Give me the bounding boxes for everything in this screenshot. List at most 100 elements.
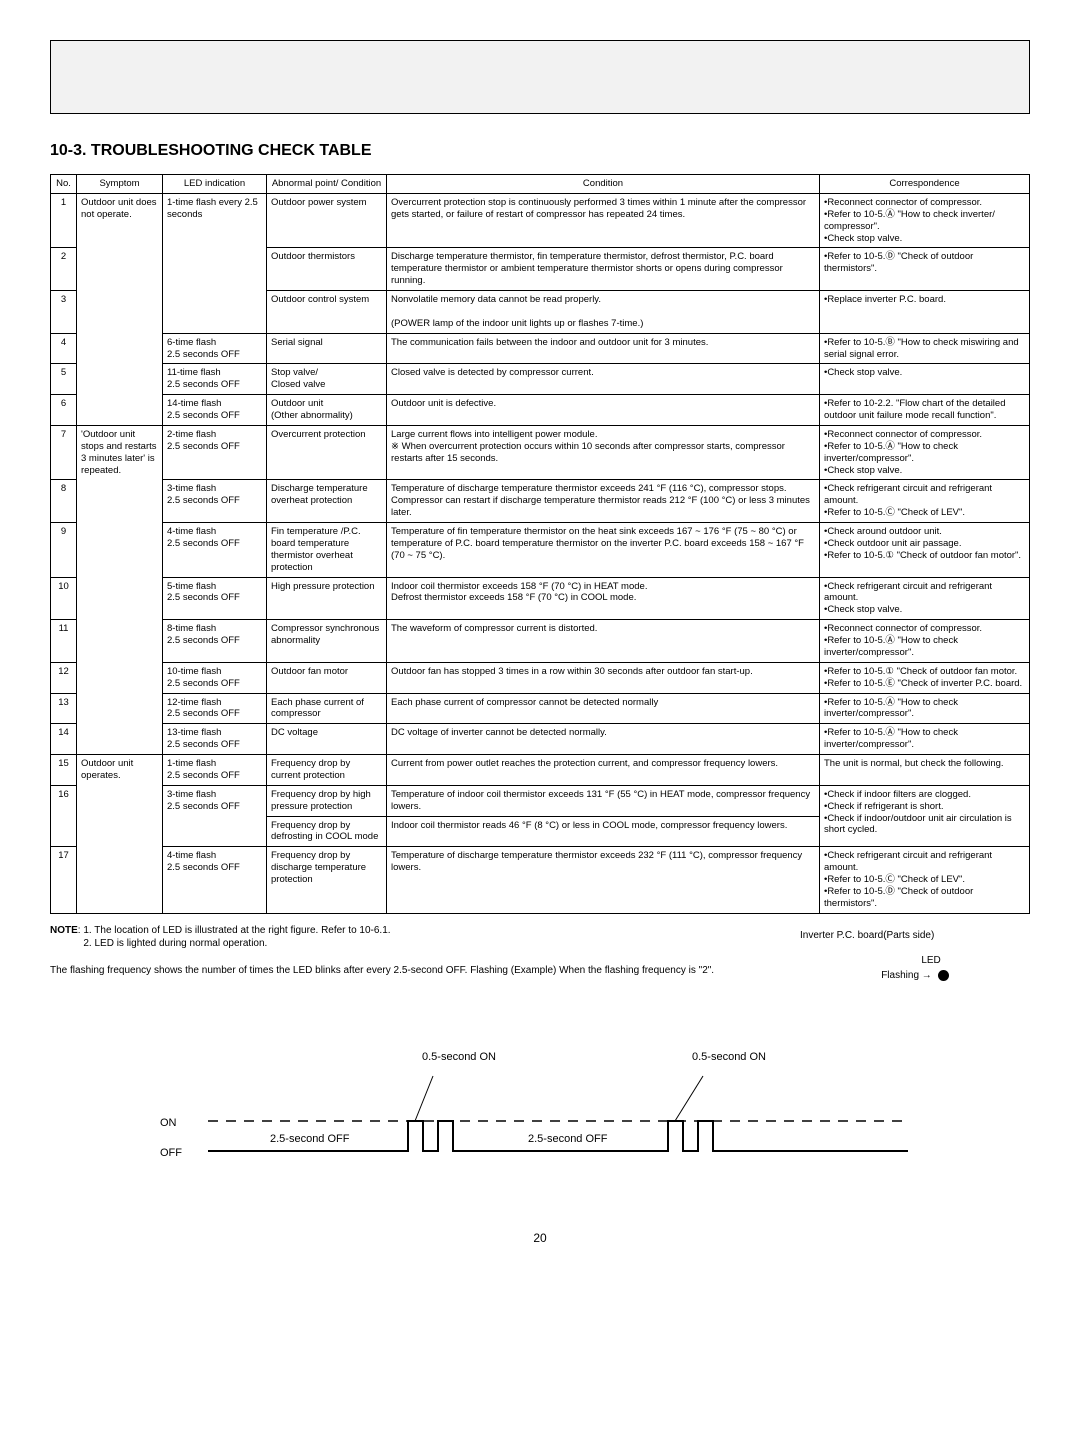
timing-svg bbox=[208, 1071, 908, 1191]
table-cell: Compressor synchronous abnormality bbox=[267, 620, 387, 663]
th-correspondence: Correspondence bbox=[820, 175, 1030, 194]
table-cell: Indoor coil thermistor exceeds 158 °F (7… bbox=[387, 577, 820, 620]
table-cell: •Refer to 10-5.Ⓓ "Check of outdoor therm… bbox=[820, 248, 1030, 291]
table-cell: 5-time flash 2.5 seconds OFF bbox=[163, 577, 267, 620]
table-cell: Outdoor unit (Other abnormality) bbox=[267, 395, 387, 426]
table-cell: 2 bbox=[51, 248, 77, 291]
led-dot-icon bbox=[938, 970, 949, 981]
table-cell: Current from power outlet reaches the pr… bbox=[387, 755, 820, 786]
table-cell: 6 bbox=[51, 395, 77, 426]
table-cell: •Replace inverter P.C. board. bbox=[820, 291, 1030, 334]
notes-label: NOTE bbox=[50, 925, 78, 936]
table-cell: Indoor coil thermistor reads 46 °F (8 °C… bbox=[387, 816, 820, 847]
th-no: No. bbox=[51, 175, 77, 194]
table-cell: The unit is normal, but check the follow… bbox=[820, 755, 1030, 786]
table-cell: •Reconnect connector of compressor. •Ref… bbox=[820, 620, 1030, 663]
led-text: LED bbox=[881, 955, 949, 966]
table-cell: 12 bbox=[51, 662, 77, 693]
table-cell: 1 bbox=[51, 193, 77, 248]
table-cell: Temperature of discharge temperature the… bbox=[387, 480, 820, 523]
th-symptom: Symptom bbox=[77, 175, 163, 194]
table-cell: Nonvolatile memory data cannot be read p… bbox=[387, 291, 820, 334]
table-cell: 14 bbox=[51, 724, 77, 755]
table-cell: Outdoor fan motor bbox=[267, 662, 387, 693]
table-cell: Frequency drop by high pressure protecti… bbox=[267, 785, 387, 816]
table-cell: 7 bbox=[51, 425, 77, 480]
table-cell: 11-time flash 2.5 seconds OFF bbox=[163, 364, 267, 395]
table-cell: 6-time flash 2.5 seconds OFF bbox=[163, 333, 267, 364]
table-cell: 10 bbox=[51, 577, 77, 620]
table-cell: 4-time flash 2.5 seconds OFF bbox=[163, 523, 267, 578]
table-cell: •Check refrigerant circuit and refrigera… bbox=[820, 480, 1030, 523]
table-cell: Each phase current of compressor cannot … bbox=[387, 693, 820, 724]
table-cell: Discharge temperature overheat protectio… bbox=[267, 480, 387, 523]
table-cell: Outdoor control system bbox=[267, 291, 387, 334]
flashing-arrow-label: Flashing → bbox=[881, 970, 932, 981]
flash-paragraph: The flashing frequency shows the number … bbox=[50, 965, 714, 976]
timing-ann-on-2: 0.5-second ON bbox=[692, 1051, 766, 1063]
table-cell: Overcurrent protection stop is continuou… bbox=[387, 193, 820, 248]
table-cell: •Refer to 10-2.2. "Flow chart of the det… bbox=[820, 395, 1030, 426]
table-cell: 12-time flash 2.5 seconds OFF bbox=[163, 693, 267, 724]
timing-diagram: ON OFF 0.5-second ON 0.5-second ON 2.5-s… bbox=[160, 1051, 920, 1211]
timing-ann-on-1: 0.5-second ON bbox=[422, 1051, 496, 1063]
table-cell: Each phase current of compressor bbox=[267, 693, 387, 724]
table-cell: •Check stop valve. bbox=[820, 364, 1030, 395]
timing-on-label: ON bbox=[160, 1117, 177, 1129]
table-cell: The communication fails between the indo… bbox=[387, 333, 820, 364]
table-cell: 13-time flash 2.5 seconds OFF bbox=[163, 724, 267, 755]
note-1: 1. The location of LED is illustrated at… bbox=[83, 925, 390, 936]
table-cell: •Refer to 10-5.Ⓐ "How to check inverter/… bbox=[820, 724, 1030, 755]
table-cell: •Refer to 10-5.① "Check of outdoor fan m… bbox=[820, 662, 1030, 693]
table-cell: Temperature of fin temperature thermisto… bbox=[387, 523, 820, 578]
page-number: 20 bbox=[50, 1231, 1030, 1245]
table-cell: Serial signal bbox=[267, 333, 387, 364]
inverter-caption: Inverter P.C. board(Parts side) bbox=[800, 930, 1030, 941]
table-cell: 14-time flash 2.5 seconds OFF bbox=[163, 395, 267, 426]
table-cell: 16 bbox=[51, 785, 77, 847]
table-cell: •Refer to 10-5.Ⓑ "How to check miswiring… bbox=[820, 333, 1030, 364]
table-cell: 3 bbox=[51, 291, 77, 334]
table-cell: 13 bbox=[51, 693, 77, 724]
table-cell: 3-time flash 2.5 seconds OFF bbox=[163, 480, 267, 523]
table-cell: Overcurrent protection bbox=[267, 425, 387, 480]
table-cell: •Reconnect connector of compressor. •Ref… bbox=[820, 425, 1030, 480]
th-led: LED indication bbox=[163, 175, 267, 194]
table-cell: 2-time flash 2.5 seconds OFF bbox=[163, 425, 267, 480]
table-cell: 3-time flash 2.5 seconds OFF bbox=[163, 785, 267, 847]
table-cell: 11 bbox=[51, 620, 77, 663]
table-cell: 8-time flash 2.5 seconds OFF bbox=[163, 620, 267, 663]
table-cell: Stop valve/ Closed valve bbox=[267, 364, 387, 395]
table-cell: DC voltage bbox=[267, 724, 387, 755]
table-cell: •Check refrigerant circuit and refrigera… bbox=[820, 847, 1030, 913]
table-cell: 9 bbox=[51, 523, 77, 578]
table-cell: Outdoor power system bbox=[267, 193, 387, 248]
table-cell: 5 bbox=[51, 364, 77, 395]
table-cell: 1-time flash every 2.5 seconds bbox=[163, 193, 267, 333]
th-condition: Condition bbox=[387, 175, 820, 194]
table-cell: DC voltage of inverter cannot be detecte… bbox=[387, 724, 820, 755]
table-cell: 4-time flash 2.5 seconds OFF bbox=[163, 847, 267, 913]
table-cell: •Check if indoor filters are clogged. •C… bbox=[820, 785, 1030, 847]
inverter-board-note: Inverter P.C. board(Parts side) LED Flas… bbox=[800, 930, 1030, 991]
table-cell: 1-time flash 2.5 seconds OFF bbox=[163, 755, 267, 786]
table-cell: Outdoor fan has stopped 3 times in a row… bbox=[387, 662, 820, 693]
table-cell: High pressure protection bbox=[267, 577, 387, 620]
table-cell: Fin temperature /P.C. board temperature … bbox=[267, 523, 387, 578]
table-cell: Temperature of indoor coil thermistor ex… bbox=[387, 785, 820, 816]
table-cell: Frequency drop by defrosting in COOL mod… bbox=[267, 816, 387, 847]
table-cell: 17 bbox=[51, 847, 77, 913]
table-cell: •Check around outdoor unit. •Check outdo… bbox=[820, 523, 1030, 578]
troubleshooting-table: No. Symptom LED indication Abnormal poin… bbox=[50, 174, 1030, 914]
timing-off-label: OFF bbox=[160, 1147, 182, 1159]
table-cell: The waveform of compressor current is di… bbox=[387, 620, 820, 663]
table-cell: Outdoor unit does not operate. bbox=[77, 193, 163, 425]
th-abnormal: Abnormal point/ Condition bbox=[267, 175, 387, 194]
table-cell: Outdoor thermistors bbox=[267, 248, 387, 291]
table-cell: •Refer to 10-5.Ⓐ "How to check inverter/… bbox=[820, 693, 1030, 724]
table-cell: 8 bbox=[51, 480, 77, 523]
table-cell: Large current flows into intelligent pow… bbox=[387, 425, 820, 480]
table-cell: Closed valve is detected by compressor c… bbox=[387, 364, 820, 395]
table-cell: Outdoor unit is defective. bbox=[387, 395, 820, 426]
table-cell: Frequency drop by discharge temperature … bbox=[267, 847, 387, 913]
